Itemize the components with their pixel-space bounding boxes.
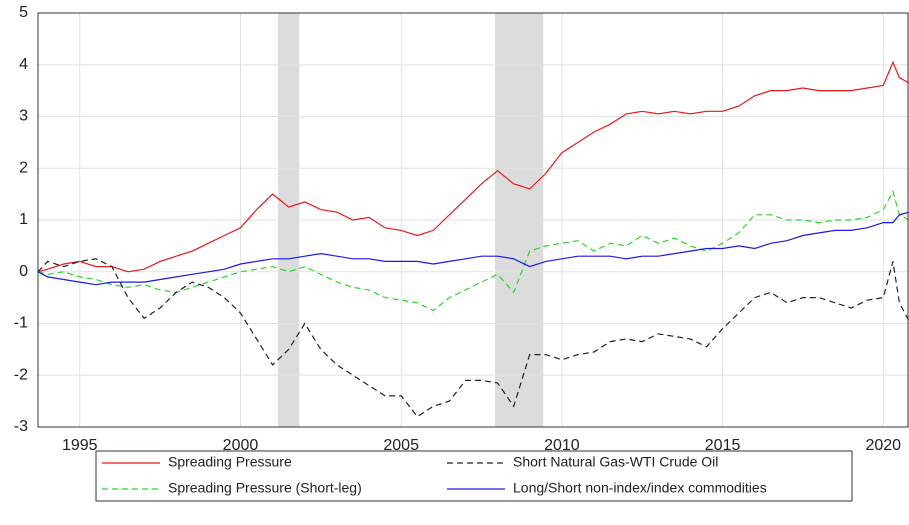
x-tick-label: 1995 [62,437,98,454]
legend: Spreading Pressure Spreading Pressure (Sh… [95,450,853,502]
y-tick-label: 2 [19,159,28,176]
y-tick-label: -2 [14,366,28,383]
x-tick-label: 2020 [865,437,901,454]
y-tick-label: -1 [14,315,28,332]
legend-label: Short Natural Gas-WTI Crude Oil [513,454,718,470]
y-tick-label: 0 [19,263,28,280]
x-tick-label: 2000 [223,437,259,454]
y-tick-label: 4 [19,56,28,73]
legend-label: Spreading Pressure [168,454,292,470]
y-tick-label: 3 [19,108,28,125]
y-tick-label: 1 [19,211,28,228]
series-line [38,60,909,273]
y-tick-label: 5 [19,4,28,21]
plot-frame [37,12,909,428]
series-line [38,211,909,286]
plot-background [38,12,909,428]
series-line [38,189,909,312]
legend-box [95,450,853,502]
legend-label: Spreading Pressure (Short-leg) [168,480,362,496]
x-tick-label: 2005 [383,437,419,454]
x-tick-label: 2010 [544,437,580,454]
y-tick-label: -3 [14,418,28,435]
series-line [38,258,909,418]
x-tick-label: 2015 [705,437,741,454]
plot-lines [38,60,909,418]
legend-label: Long/Short non-index/index commodities [513,480,767,496]
